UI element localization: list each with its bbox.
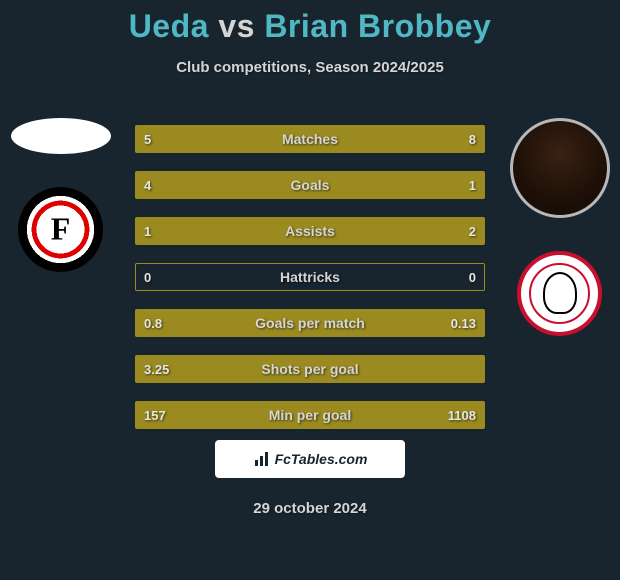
- stat-value-left: 4: [144, 172, 151, 198]
- stat-value-left: 0: [144, 264, 151, 290]
- player2-club-badge: [510, 238, 610, 323]
- stat-row: Matches5 8: [135, 125, 485, 153]
- stat-value-right: 1: [469, 172, 476, 198]
- chart-icon: [253, 450, 271, 468]
- stat-value-right: 8: [469, 126, 476, 152]
- stat-label: Goals: [136, 172, 484, 198]
- date-label: 29 october 2024: [0, 500, 620, 517]
- stat-row: Shots per goal3.25: [135, 355, 485, 383]
- stat-label: Goals per match: [136, 310, 484, 336]
- stat-value-right: 0: [469, 264, 476, 290]
- title-player2: Brian Brobbey: [264, 8, 491, 44]
- comparison-bars: Matches58Goals41Assists12Hattricks00Goal…: [135, 125, 485, 447]
- stat-row: Assists1 2: [135, 217, 485, 245]
- stat-label: Min per goal: [136, 402, 484, 428]
- stat-label: Shots per goal: [136, 356, 484, 382]
- stat-value-right: 0.13: [451, 310, 476, 336]
- stat-label: Hattricks: [136, 264, 484, 290]
- player2-avatar: [510, 118, 610, 218]
- stat-label: Matches: [136, 126, 484, 152]
- subtitle: Club competitions, Season 2024/2025: [0, 59, 620, 76]
- stat-row: Goals4 1: [135, 171, 485, 199]
- stat-value-right: 2: [469, 218, 476, 244]
- title-vs: vs: [218, 8, 255, 44]
- stat-row: Min per goal157 1108: [135, 401, 485, 429]
- player1-club-badge: [11, 174, 111, 259]
- title-player1: Ueda: [129, 8, 209, 44]
- feyenoord-logo: [18, 187, 103, 272]
- stat-value-left: 5: [144, 126, 151, 152]
- stat-row: Hattricks0 0: [135, 263, 485, 291]
- stat-label: Assists: [136, 218, 484, 244]
- stat-value-left: 3.25: [144, 356, 169, 382]
- site-name: FcTables.com: [275, 451, 368, 467]
- page-title: Ueda vs Brian Brobbey: [0, 0, 620, 45]
- site-badge: FcTables.com: [215, 440, 405, 478]
- player1-column: [8, 118, 113, 259]
- player2-column: [507, 118, 612, 323]
- player1-avatar: [11, 118, 111, 154]
- ajax-logo: [517, 251, 602, 336]
- stat-row: Goals per match0.8 0.13: [135, 309, 485, 337]
- stat-value-right: 1108: [448, 402, 476, 428]
- stat-value-left: 0.8: [144, 310, 162, 336]
- stat-value-left: 1: [144, 218, 151, 244]
- stat-value-left: 157: [144, 402, 166, 428]
